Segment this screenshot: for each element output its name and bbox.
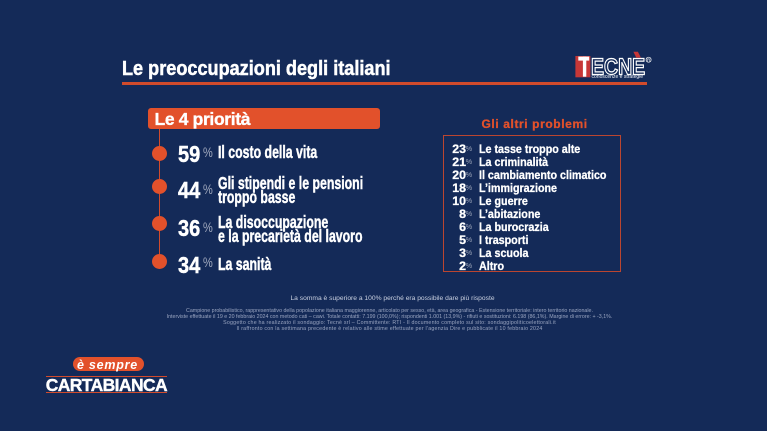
svg-text:R: R — [647, 58, 651, 63]
svg-text:conoscenze e strategie: conoscenze e strategie — [592, 74, 644, 80]
